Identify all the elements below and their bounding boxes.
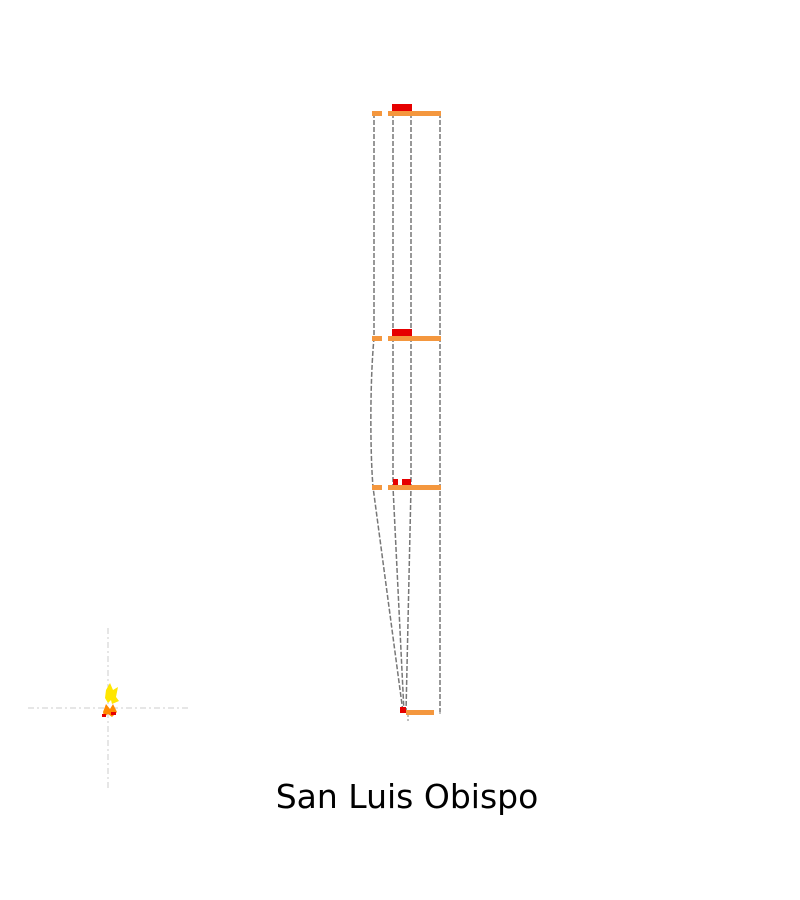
marker-level-1 bbox=[400, 707, 406, 713]
marker-level-4 bbox=[392, 104, 412, 111]
slab-level-1-right bbox=[406, 710, 434, 715]
marker-level-2b bbox=[402, 479, 411, 485]
flame-icon bbox=[102, 683, 119, 717]
location-title: San Luis Obispo bbox=[275, 777, 539, 816]
slab-level-4-left bbox=[372, 111, 382, 116]
slab-level-3-right bbox=[388, 336, 441, 341]
frame-columns bbox=[370, 113, 441, 713]
column-left bbox=[370, 113, 404, 713]
column-center-left bbox=[392, 113, 405, 713]
slab-level-3-left bbox=[372, 336, 382, 341]
slab-bars bbox=[372, 111, 441, 715]
ground-ticks bbox=[407, 712, 441, 722]
column-center-right bbox=[405, 113, 412, 713]
slab-level-4-right bbox=[388, 111, 441, 116]
marker-level-2a bbox=[393, 479, 398, 485]
slab-level-2-right bbox=[388, 485, 441, 490]
slab-level-2-left bbox=[372, 485, 382, 490]
marker-level-3 bbox=[392, 329, 412, 336]
load-markers bbox=[392, 104, 412, 713]
